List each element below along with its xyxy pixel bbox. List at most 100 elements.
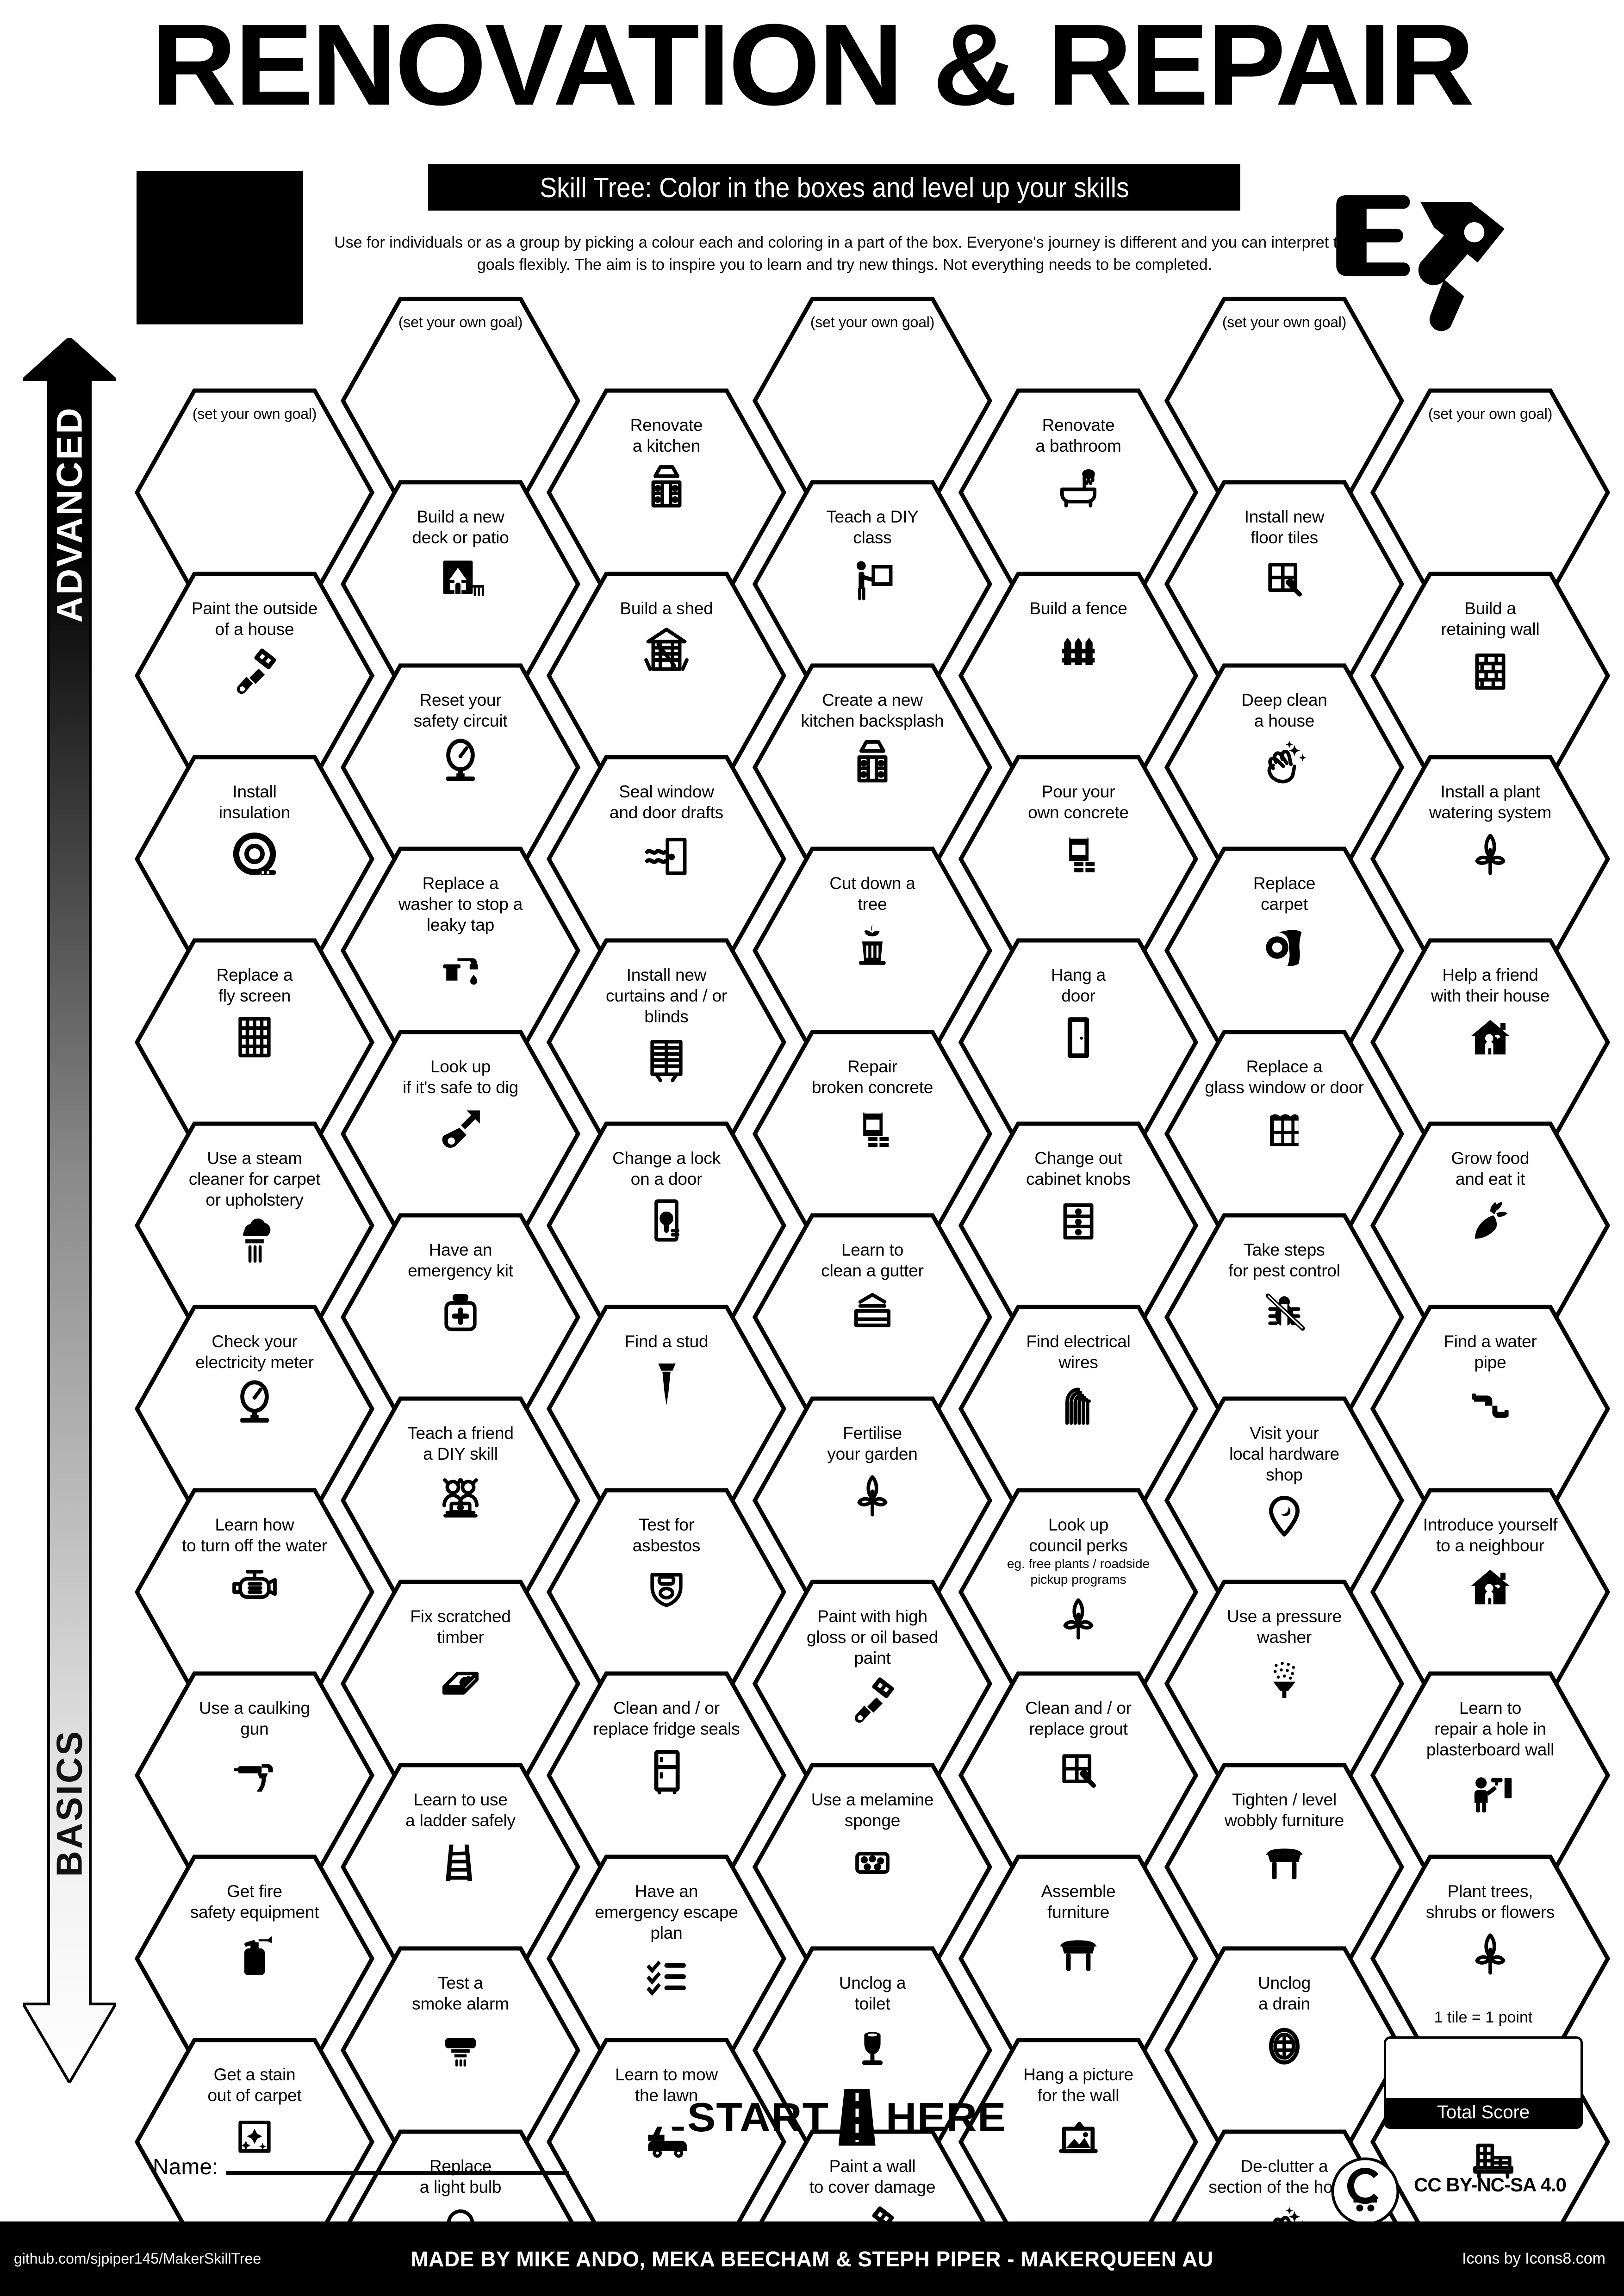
skill-hex-c1-r8[interactable]: Use a caulking gun — [134, 1671, 375, 1880]
skill-hex-c7-r8[interactable]: Learn to repair a hole in plasterboard wal… — [1370, 1671, 1611, 1880]
skill-hex-c5-r4[interactable]: Hang a door — [958, 938, 1199, 1147]
name-input-line[interactable] — [226, 2171, 569, 2175]
skill-hex-c6-r6[interactable]: Take steps for pest control — [1164, 1213, 1405, 1422]
skill-hex-c5-r5[interactable]: Change out cabinet knobs — [958, 1121, 1199, 1330]
skill-hex-c5-r7[interactable]: Look up council perks eg. free plants / ro… — [958, 1487, 1199, 1697]
skill-hex-c3-r4[interactable]: Install new curtains and / or blinds — [546, 938, 787, 1147]
skill-hex-c4-r8[interactable]: Paint with high gloss or oil based paint — [752, 1579, 993, 1788]
icons-credit-label[interactable]: Icons by Icons8.com — [1462, 2250, 1605, 2267]
skill-hex-c6-r10[interactable]: Unclog a drain — [1164, 1946, 1405, 2155]
skill-hex-c6-r4[interactable]: Replace carpet — [1164, 846, 1405, 1055]
skill-hex-content: Paint the outside of a house — [153, 571, 356, 780]
skill-hex-c1-r1[interactable]: (set your own goal) — [134, 388, 375, 597]
skill-hex-c4-r9[interactable]: Use a melamine sponge — [752, 1762, 993, 1972]
skill-hex-c3-r6[interactable]: Find a stud — [546, 1304, 787, 1513]
skill-hex-c6-r3[interactable]: Deep clean a house — [1164, 663, 1405, 872]
skill-hex-content: Change out cabinet knobs — [977, 1121, 1180, 1330]
skill-label: Teach a DIY class — [826, 507, 919, 547]
skill-hex-c2-r4[interactable]: Replace a washer to stop a leaky tap — [340, 846, 581, 1055]
skill-hex-c2-r5[interactable]: Look up if it's safe to dig — [340, 1029, 581, 1238]
skill-hex-c5-r9[interactable]: Assemble furniture — [958, 1854, 1199, 2063]
skill-hex-c7-r2[interactable]: Build a retaining wall — [1370, 571, 1611, 780]
skill-hex-c3-r3[interactable]: Seal window and door drafts — [546, 754, 787, 964]
skill-hex-c2-r2[interactable]: Build a new deck or patio — [340, 479, 581, 689]
skill-hex-c3-r2[interactable]: Build a shed — [546, 571, 787, 780]
skill-hex-content: Fertilise your garden — [771, 1396, 974, 1605]
skill-hex-c3-r5[interactable]: Change a lock on a door — [546, 1121, 787, 1330]
github-link[interactable]: github.com/sjpiper145/MakerSkillTree — [14, 2250, 261, 2267]
skill-hex-c4-r4[interactable]: Cut down a tree — [752, 846, 993, 1055]
skill-hex-c7-r3[interactable]: Install a plant watering system — [1370, 754, 1611, 964]
skill-hex-c3-r1[interactable]: Renovate a kitchen — [546, 388, 787, 597]
skill-hex-c1-r5[interactable]: Use a steam cleaner for carpet or upholste… — [134, 1121, 375, 1330]
skill-hex-content: Clean and / or replace grout — [977, 1671, 1180, 1880]
instructions-text: Use for individuals or as a group by pic… — [334, 234, 1355, 274]
skill-hex-c4-r1[interactable]: (set your own goal) — [752, 296, 993, 505]
skill-hex-c6-r8[interactable]: Use a pressure washer — [1164, 1579, 1405, 1788]
skill-label: Test for asbestos — [632, 1515, 701, 1555]
skill-hex-c7-r7[interactable]: Introduce yourself to a neighbour — [1370, 1487, 1611, 1697]
skill-label: Hang a door — [1051, 965, 1106, 1005]
smoke-alarm-icon — [435, 2020, 486, 2071]
skill-hex-c1-r4[interactable]: Replace a fly screen — [134, 938, 375, 1147]
skill-hex-c2-r7[interactable]: Teach a friend a DIY skill — [340, 1396, 581, 1605]
skill-hex-c5-r2[interactable]: Build a fence — [958, 571, 1199, 780]
here-label: HERE — [885, 2094, 1007, 2140]
skill-hex-c3-r7[interactable]: Test for asbestos — [546, 1487, 787, 1697]
skill-label: Seal window and door drafts — [610, 782, 723, 822]
skill-label: (set your own goal) — [1428, 405, 1553, 422]
skill-hex-content: Have an emergency kit — [359, 1213, 562, 1422]
skill-hex-c4-r6[interactable]: Learn to clean a gutter — [752, 1213, 993, 1422]
skill-hex-c5-r3[interactable]: Pour your own concrete — [958, 754, 1199, 964]
skill-hex-content: Test for asbestos — [565, 1487, 768, 1697]
skill-label: Help a friend with their house — [1431, 965, 1549, 1005]
skill-hex-c5-r10[interactable]: Hang a picture for the wall — [958, 2037, 1199, 2246]
skill-hex-c6-r7[interactable]: Visit your local hardware shop — [1164, 1396, 1405, 1605]
pressure-washer-icon — [1259, 1653, 1310, 1704]
skill-hex-c6-r5[interactable]: Replace a glass window or door — [1164, 1029, 1405, 1238]
skill-hex-c1-r6[interactable]: Check your electricity meter — [134, 1304, 375, 1513]
skill-hex-c7-r4[interactable]: Help a friend with their house — [1370, 938, 1611, 1147]
skill-label: Install new floor tiles — [1244, 507, 1325, 547]
skill-hex-c7-r9[interactable]: Plant trees, shrubs or flowers — [1370, 1854, 1611, 2063]
skill-hex-content: Use a pressure washer — [1182, 1579, 1386, 1788]
skill-hex-c5-r1[interactable]: Renovate a bathroom — [958, 388, 1199, 597]
skill-hex-c1-r7[interactable]: Learn how to turn off the water — [134, 1487, 375, 1697]
skill-hex-c3-r9[interactable]: Have an emergency escape plan — [546, 1854, 787, 2063]
tile-point-note: 1 tile = 1 point — [1434, 2009, 1533, 2026]
skill-hex-c5-r8[interactable]: Clean and / or replace grout — [958, 1671, 1199, 1880]
skill-hex-c4-r5[interactable]: Repair broken concrete — [752, 1029, 993, 1238]
skill-hex-c2-r6[interactable]: Have an emergency kit — [340, 1213, 581, 1422]
skill-hex-c1-r9[interactable]: Get fire safety equipment — [134, 1854, 375, 2063]
skill-hex-c6-r9[interactable]: Tighten / level wobbly furniture — [1164, 1762, 1405, 1972]
skill-hex-c2-r1[interactable]: (set your own goal) — [340, 296, 581, 505]
sparkle-square-icon — [229, 2111, 280, 2162]
skill-hex-content: Deep clean a house — [1182, 663, 1386, 872]
skill-hex-c7-r5[interactable]: Grow food and eat it — [1370, 1121, 1611, 1330]
skill-hex-c2-r8[interactable]: Fix scratched timber — [340, 1579, 581, 1788]
skill-hex-c2-r3[interactable]: Reset your safety circuit — [340, 663, 581, 872]
name-field-row[interactable]: Name: — [153, 2154, 569, 2180]
skill-hex-c4-r2[interactable]: Teach a DIY class — [752, 479, 993, 689]
skill-hex-c7-r1[interactable]: (set your own goal) — [1370, 388, 1611, 597]
two-people-laptop-icon — [435, 1470, 486, 1521]
skill-hex-c6-r1[interactable]: (set your own goal) — [1164, 296, 1405, 505]
no-bug-icon — [1259, 1287, 1310, 1338]
skill-hex-c7-r6[interactable]: Find a water pipe — [1370, 1304, 1611, 1513]
skill-hex-c4-r3[interactable]: Create a new kitchen backsplash — [752, 663, 993, 872]
skill-hex-c3-r8[interactable]: Clean and / or replace fridge seals — [546, 1671, 787, 1880]
skill-hex-c6-r2[interactable]: Install new floor tiles — [1164, 479, 1405, 689]
total-score-box[interactable]: Total Score — [1384, 2036, 1583, 2129]
skill-hex-c1-r2[interactable]: Paint the outside of a house — [134, 571, 375, 780]
skill-hex-c5-r6[interactable]: Find electrical wires — [958, 1304, 1199, 1513]
skill-hex-c1-r3[interactable]: Install insulation — [134, 754, 375, 964]
skill-label: Renovate a bathroom — [1035, 416, 1121, 455]
skill-hex-c2-r10[interactable]: Test a smoke alarm — [340, 1946, 581, 2155]
steam-cleaner-icon — [229, 1216, 280, 1267]
skill-hex-c4-r7[interactable]: Fertilise your garden — [752, 1396, 993, 1605]
skill-label: Use a caulking gun — [199, 1699, 310, 1738]
skill-hex-c1-r10[interactable]: Get a stain out of carpet — [134, 2037, 375, 2246]
skill-hex-c2-r9[interactable]: Learn to use a ladder safely — [340, 1762, 581, 1972]
footer-credits-bar: github.com/sjpiper145/MakerSkillTree MAD… — [0, 2221, 1624, 2296]
skill-hex-content: Replace a fly screen — [153, 938, 356, 1147]
